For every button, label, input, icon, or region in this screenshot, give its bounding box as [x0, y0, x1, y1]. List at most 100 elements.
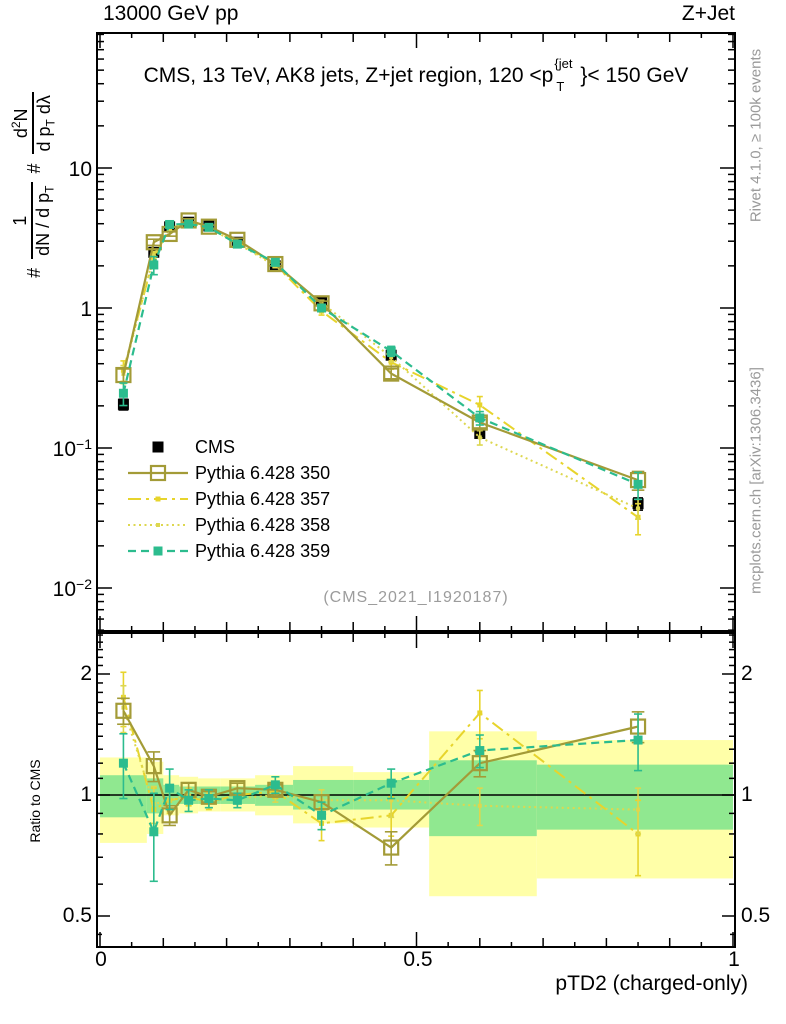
xtick-05: 0.5: [403, 948, 433, 971]
marker-p359: [153, 546, 163, 556]
legend-label-cms: CMS: [195, 436, 235, 457]
marker-p359: [475, 746, 485, 756]
process-label: Z+Jet: [681, 2, 735, 25]
marker-p359: [633, 735, 643, 745]
marker-p359: [165, 783, 175, 793]
marker-p350: [200, 218, 217, 235]
legend-marker-p350: [128, 464, 188, 482]
marker-p359: [149, 260, 159, 270]
marker-p350: [145, 758, 162, 775]
beam-energy-label: 13000 GeV pp: [103, 2, 239, 25]
plot-title-sub: T: [556, 79, 565, 94]
ylabel-frac2-den-a: d p: [33, 126, 54, 152]
marker-p359: [317, 810, 327, 820]
ratio-ytick-left-2: 2: [80, 662, 92, 685]
marker-p359: [232, 239, 242, 249]
main-y-axis-label: # 1 dN / d pT # d2N d pT dλ: [6, 35, 62, 335]
ratio-ytick-left-05: 0.5: [62, 904, 92, 927]
ylabel-frac1-den-text: dN / d p: [33, 192, 54, 256]
marker-p359: [317, 303, 327, 313]
marker-p359: [633, 479, 643, 489]
legend-item-p357: Pythia 6.428 357: [126, 486, 330, 512]
plot-title-post: }< 150 GeV: [580, 64, 689, 87]
ylabel-frac2-num-sup: 2: [8, 121, 23, 129]
ylabel-frac2-den-b: dλ: [33, 95, 54, 120]
marker-p350: [115, 702, 132, 719]
ylabel-frac2-num: d2N: [8, 108, 32, 138]
rivet-version-note: Rivet 4.1.0, ≥ 100k events: [747, 48, 765, 223]
ylabel-frac2-den-sub: T: [43, 119, 58, 127]
ylabel-frac2-num-b: N: [10, 108, 31, 122]
legend-marker-p359: [128, 546, 188, 556]
plot-title-sup: {jet: [554, 56, 573, 71]
ratio-band-green: [429, 760, 537, 837]
marker-p359: [475, 413, 485, 423]
analysis-id-watermark: (CMS_2021_I1920187): [323, 589, 509, 606]
xtick-1: 1: [728, 948, 740, 971]
marker-p358: [389, 798, 394, 803]
main-ytick-1: 1: [80, 298, 92, 321]
marker-p357: [155, 496, 161, 502]
marker-cms: [152, 441, 164, 453]
ratio-line-p359: [122, 738, 639, 835]
legend-marker-cms: [152, 441, 164, 453]
legend-label-p357: Pythia 6.428 357: [195, 488, 331, 509]
ylabel-frac1-den: dN / d pT: [31, 182, 58, 259]
legend-label-p359: Pythia 6.428 359: [195, 540, 331, 561]
marker-p359: [204, 222, 214, 232]
marker-p359: [184, 219, 194, 229]
plot-title: CMS, 13 TeV, AK8 jets, Z+jet region, 120…: [97, 56, 735, 94]
legend-item-p350: Pythia 6.428 350: [126, 460, 330, 486]
marker-p359: [270, 780, 280, 790]
marker-p359: [149, 827, 159, 837]
ylabel-frac1-den-sub: T: [42, 185, 57, 193]
ylabel-hash-1: #: [23, 267, 44, 278]
legend-item-p359: Pythia 6.428 359: [126, 538, 330, 564]
marker-p358: [636, 506, 641, 511]
mcplots-arxiv-note: mcplots.cern.ch [arXiv:1306.3436]: [747, 367, 765, 594]
marker-p358: [151, 253, 156, 258]
legend-label-p350: Pythia 6.428 350: [195, 462, 331, 483]
ylabel-frac2-den: d pT dλ: [31, 92, 59, 155]
pt-jet-stack: {jet T: [553, 56, 580, 94]
ylabel-frac-2: d2N d pT dλ: [8, 92, 59, 155]
main-ytick-10: 10: [68, 158, 92, 181]
ratio-ytick-right-1: 1: [741, 783, 753, 806]
marker-p359: [386, 346, 396, 356]
ylabel-frac-1: 1 dN / d pT: [10, 182, 58, 259]
ratio-ytick-left-1: 1: [80, 783, 92, 806]
legend-marker-p357: [128, 496, 188, 502]
legend-marker-p358: [128, 523, 188, 527]
marker-p350: [383, 839, 400, 856]
marker-p359: [270, 257, 280, 267]
main-ytick-1e-2: 10−2: [52, 576, 92, 601]
marker-p359: [184, 795, 194, 805]
x-axis-title: pTD2 (charged-only): [555, 972, 748, 995]
legend-item-cms: CMS: [126, 434, 330, 460]
marker-p359: [165, 219, 175, 229]
marker-p350: [145, 234, 162, 251]
ylabel-frac1-num: 1: [10, 215, 31, 226]
marker-p358: [389, 355, 394, 360]
legend-label-p358: Pythia 6.428 358: [195, 514, 331, 535]
marker-p357: [477, 402, 483, 408]
marker-p357: [477, 710, 483, 716]
marker-p350: [383, 365, 400, 382]
legend-item-p358: Pythia 6.428 358: [126, 512, 330, 538]
ratio-band-green: [536, 764, 733, 830]
marker-p350: [149, 464, 167, 482]
main-ytick-1e-1: 10−1: [52, 436, 92, 461]
plot-title-pre: CMS, 13 TeV, AK8 jets, Z+jet region, 120…: [143, 64, 554, 87]
legend: CMS Pythia 6.428 350 Pythia 6.428 357 Pythi…: [126, 434, 330, 564]
xtick-0: 0: [95, 948, 107, 971]
marker-p350: [115, 366, 132, 384]
ratio-ytick-right-2: 2: [741, 662, 753, 685]
marker-p359: [204, 794, 214, 804]
marker-p359: [118, 758, 128, 768]
marker-p359: [386, 778, 396, 788]
marker-p358: [636, 807, 641, 812]
marker-p350: [267, 255, 284, 273]
marker-p358: [477, 435, 482, 440]
